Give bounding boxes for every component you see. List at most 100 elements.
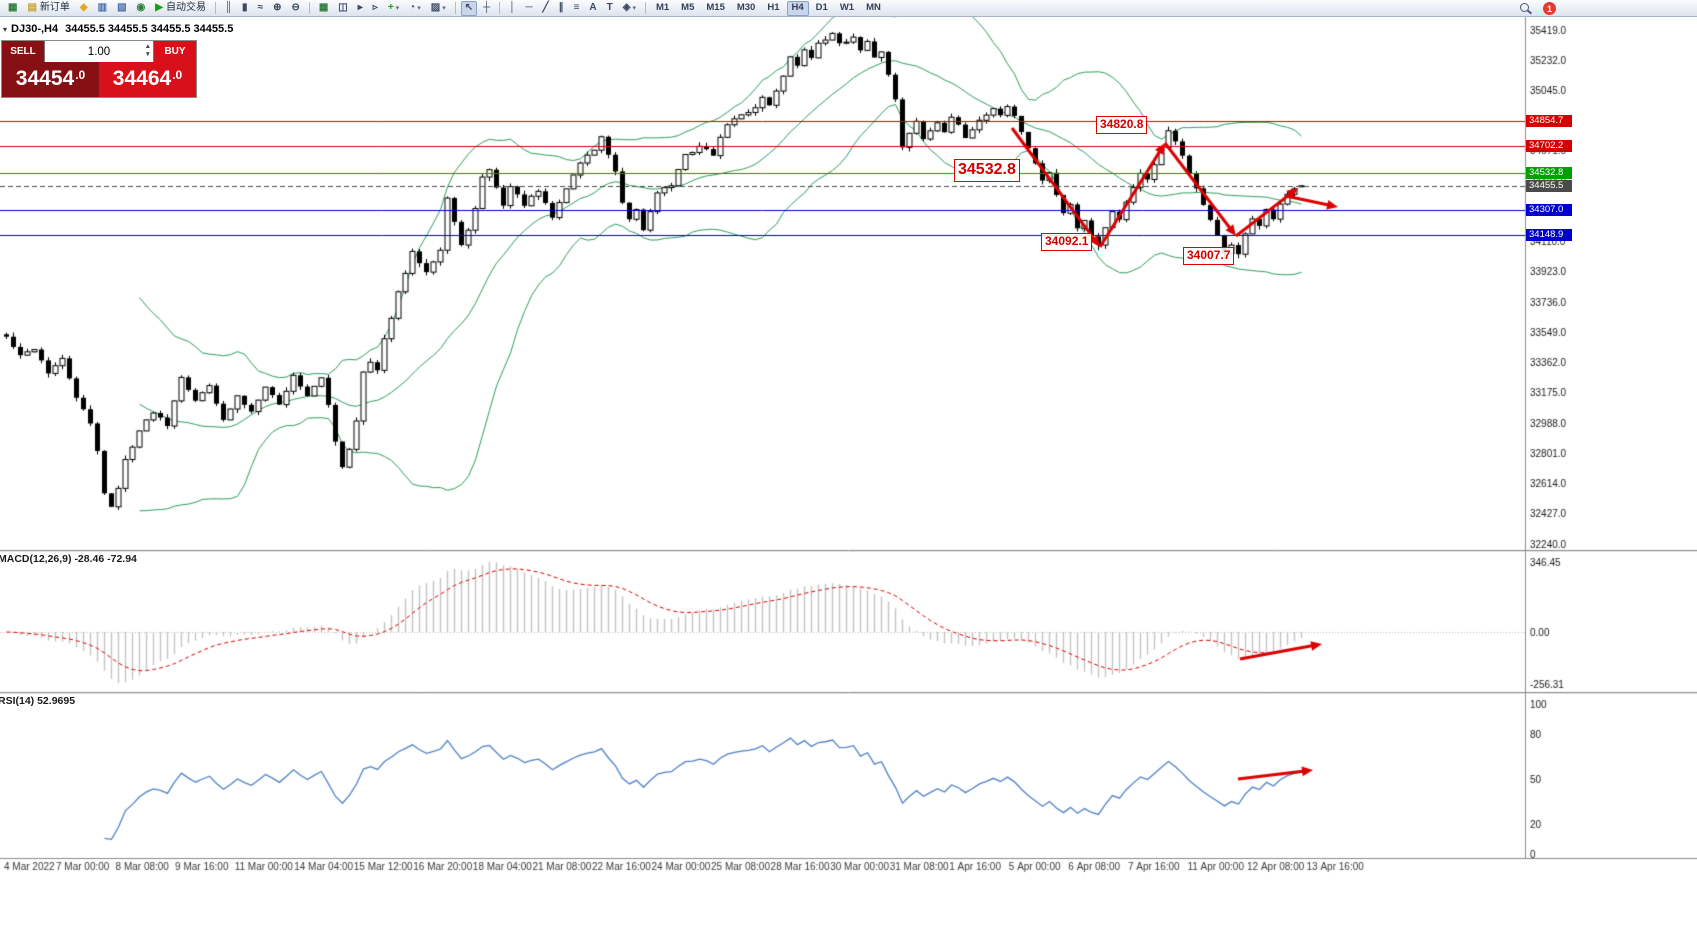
indicators-button[interactable]: + ▾	[384, 1, 403, 16]
sell-price[interactable]: 34454.0	[2, 62, 99, 97]
new-chart-icon: ▦	[8, 2, 18, 13]
text-label-button[interactable]: T	[603, 1, 617, 16]
arrows-objects-icon: ◈	[622, 2, 631, 13]
volume-spinner: ▲ ▼	[145, 43, 151, 59]
profiles-button[interactable]: ◆	[76, 1, 92, 16]
periods-menu-button[interactable]: ◔ ▾	[405, 1, 425, 16]
tile-windows-icon: ◫	[338, 2, 348, 13]
chart-ohlc-values: 34455.5 34455.5 34455.5 34455.5	[65, 23, 234, 35]
toolbar-separator	[214, 2, 216, 14]
one-click-price-row: 34454.0 34464.0	[2, 62, 196, 97]
timeframe-m30-button[interactable]: M30	[736, 2, 756, 14]
candlestick-chart-type-button[interactable]: ▮	[238, 1, 252, 16]
volume-down-icon[interactable]: ▼	[144, 51, 151, 58]
timeframe-mn-button[interactable]: MN	[866, 2, 881, 14]
data-window-button[interactable]: ▧	[113, 1, 130, 16]
price-tag-resistance-1[interactable]: 34854.7	[1526, 115, 1572, 128]
notification-badge[interactable]: 1	[1543, 2, 1556, 15]
indicators-icon: +	[387, 2, 394, 13]
refresh-button[interactable]: ◉	[133, 1, 150, 16]
buy-price[interactable]: 34464.0	[99, 62, 196, 97]
price-tag-current-price[interactable]: 34455.5	[1526, 179, 1572, 192]
buy-button[interactable]: BUY	[154, 41, 196, 62]
grid-icon: ▦	[318, 2, 329, 13]
timeframe-m15-button[interactable]: M15	[706, 2, 725, 14]
candlestick-chart-type-icon: ▮	[242, 2, 248, 13]
line-chart-type-button[interactable]: ≈	[254, 1, 268, 16]
text-icon: A	[589, 2, 597, 13]
chart-shift-button[interactable]: ▹	[369, 1, 382, 16]
vertical-line-button[interactable]: │	[505, 1, 519, 16]
zoom-out-icon: ⊖	[291, 2, 300, 13]
search-button[interactable]	[1515, 1, 1536, 16]
one-click-top-row: SELL 1.00 ▲ ▼ BUY	[2, 41, 196, 62]
sell-button[interactable]: SELL	[2, 41, 44, 62]
print-button[interactable]: ▥	[94, 1, 111, 16]
horizontal-line-icon: ─	[525, 2, 533, 13]
chevron-down-icon[interactable]: ▾	[442, 4, 446, 12]
timeframe-m1-button[interactable]: M1	[655, 2, 670, 14]
vertical-line-icon: │	[509, 2, 516, 13]
templates-button[interactable]: ▨ ▾	[427, 1, 450, 16]
one-click-collapse-icon[interactable]: ▾	[3, 24, 8, 34]
bar-chart-type-button[interactable]: ║	[221, 1, 236, 16]
chevron-down-icon[interactable]: ▾	[417, 4, 421, 12]
timeframe-w1-button[interactable]: W1	[839, 2, 855, 14]
chart-symbol-label: DJ30-,H4	[11, 23, 59, 35]
one-click-trading-panel: SELL 1.00 ▲ ▼ BUY 34454.0 34464.0	[1, 40, 197, 98]
price-tag-support-2[interactable]: 34148.9	[1526, 229, 1572, 242]
price-annotation-low-1[interactable]: 34092.1	[1041, 233, 1093, 251]
toolbar-right-group: 1	[1514, 1, 1556, 16]
zoom-in-button[interactable]: ⊕	[269, 1, 285, 16]
auto-trading-button[interactable]: ▶ 自动交易	[151, 1, 210, 16]
horizontal-line-button[interactable]: ─	[521, 1, 536, 16]
trendline-button[interactable]: ╱	[539, 1, 553, 16]
price-annotation-high[interactable]: 34820.8	[1096, 116, 1148, 134]
chart-title: ▾ DJ30-,H4 34455.5 34455.5 34455.5 34455…	[3, 23, 233, 35]
timeframe-m5-button[interactable]: M5	[681, 2, 695, 14]
buy-price-main: 34464	[112, 67, 172, 90]
price-tag-resistance-2[interactable]: 34702.2	[1526, 139, 1572, 152]
equidistant-channel-button[interactable]: ∥	[555, 1, 568, 16]
new-order-icon: ▤	[27, 2, 37, 13]
volume-value[interactable]: 1.00	[87, 45, 111, 58]
search-icon	[1519, 2, 1532, 15]
chevron-down-icon[interactable]: ▾	[395, 4, 400, 12]
zoom-in-icon: ⊕	[273, 2, 282, 13]
line-chart-type-icon: ≈	[257, 2, 264, 13]
new-order-label: 新订单	[39, 2, 70, 13]
new-order-button[interactable]: ▤ 新订单	[23, 1, 73, 16]
bar-chart-type-icon: ║	[224, 2, 233, 13]
arrows-objects-button[interactable]: ◈ ▾	[619, 1, 640, 16]
auto-trading-label: 自动交易	[165, 2, 206, 13]
text-label-icon: T	[606, 2, 613, 13]
price-annotation-low-2[interactable]: 34007.7	[1183, 247, 1235, 265]
price-tag-support-1[interactable]: 34307.0	[1526, 203, 1572, 216]
new-chart-button[interactable]: ▦	[4, 1, 21, 16]
fibonacci-button[interactable]: ≡	[570, 1, 584, 16]
tile-windows-button[interactable]: ◫	[334, 1, 351, 16]
crosshair-button[interactable]: ┼	[479, 1, 494, 16]
zoom-out-button[interactable]: ⊖	[287, 1, 303, 16]
price-annotation-pivot[interactable]: 34532.8	[954, 159, 1020, 182]
sell-price-frac: .0	[75, 68, 86, 82]
templates-icon: ▨	[430, 2, 441, 13]
text-button[interactable]: A	[585, 1, 600, 16]
grid-button[interactable]: ▦	[315, 1, 332, 16]
main-toolbar: ▦ ▤ 新订单 ◆ ▥ ▧ ◉ ▶ 自动交易 ║ ▮ ≈ ⊕ ⊖ ▦ ◫ ▸ ▹ + ▾ ◔ ▾ ▨ ▾ ↖ ┼ │ ─ ╱ ∥ ≡ A T ◈ ▾…	[0, 0, 1697, 17]
buy-price-frac: .0	[172, 68, 183, 82]
timeframe-h4-button[interactable]: H4	[786, 0, 809, 16]
price-tag-pivot[interactable]: 34532.8	[1526, 167, 1572, 180]
equidistant-channel-icon: ∥	[558, 2, 564, 13]
chevron-down-icon[interactable]: ▾	[632, 4, 636, 12]
cursor-button[interactable]: ↖	[460, 0, 478, 16]
timeframe-d1-button[interactable]: D1	[815, 2, 828, 14]
toolbar-separator	[454, 2, 456, 14]
auto-scroll-button[interactable]: ▸	[354, 1, 367, 16]
volume-field[interactable]: 1.00 ▲ ▼	[44, 41, 154, 62]
timeframe-h1-button[interactable]: H1	[767, 2, 780, 14]
volume-up-icon[interactable]: ▲	[144, 43, 151, 50]
fibonacci-icon: ≡	[573, 2, 580, 13]
